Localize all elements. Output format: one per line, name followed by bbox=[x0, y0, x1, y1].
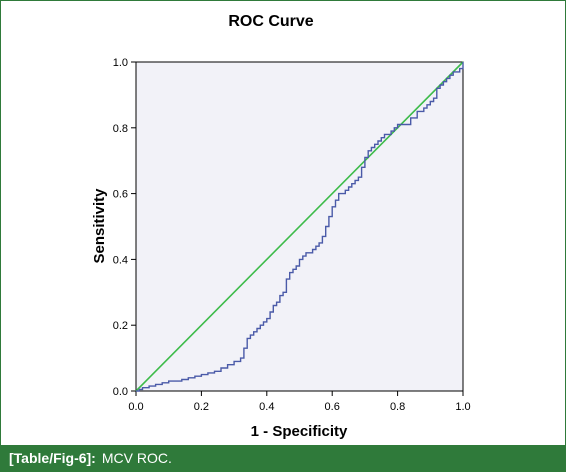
y-tick-label: 0.0 bbox=[113, 386, 128, 398]
chart-title: ROC Curve bbox=[228, 13, 313, 30]
roc-chart: ROC Curve 0.0 0.2 0.4 0.6 0.8 1.0 0.0 0.2 0.4 0.6… bbox=[91, 13, 471, 440]
roc-curve-line bbox=[136, 62, 464, 392]
y-tick-label: 0.4 bbox=[113, 254, 128, 266]
chart-area: ROC Curve 0.0 0.2 0.4 0.6 0.8 1.0 0.0 0.2 0.4 0.6… bbox=[1, 1, 565, 445]
x-tick-label: 0.2 bbox=[194, 401, 209, 413]
x-tick-label: 0.4 bbox=[259, 401, 274, 413]
y-tick-label: 0.6 bbox=[113, 189, 128, 201]
plot-area: 0.0 0.2 0.4 0.6 0.8 1.0 0.0 0.2 0.4 0.6 0.8 1.0 bbox=[113, 57, 471, 413]
x-tick-label: 1.0 bbox=[455, 401, 470, 413]
figure-caption: [Table/Fig-6]: MCV ROC. bbox=[1, 445, 565, 471]
caption-text: MCV ROC. bbox=[101, 450, 172, 466]
caption-reference: [Table/Fig-6]: bbox=[9, 450, 96, 466]
y-tick-label: 0.2 bbox=[113, 320, 128, 332]
x-tick-label: 0.6 bbox=[325, 401, 340, 413]
y-tick-label: 0.8 bbox=[113, 123, 128, 135]
reference-line bbox=[135, 61, 464, 392]
x-tick-label: 0.0 bbox=[128, 401, 143, 413]
y-tick-label: 1.0 bbox=[113, 57, 128, 69]
x-axis-label: 1 - Specificity bbox=[251, 423, 348, 440]
y-axis-label: Sensitivity bbox=[91, 188, 108, 264]
x-tick-label: 0.8 bbox=[390, 401, 405, 413]
